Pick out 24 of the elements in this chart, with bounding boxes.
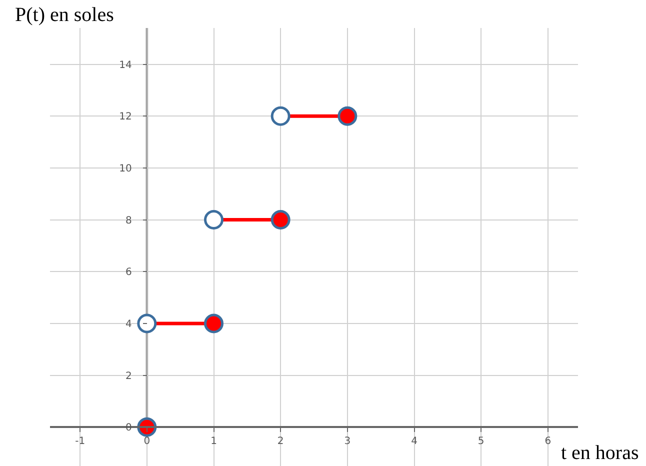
y-tick-label: 2 <box>126 370 132 382</box>
point <box>137 417 157 437</box>
x-tick-label: -1 <box>75 436 86 448</box>
x-tick-label: 5 <box>478 436 484 448</box>
x-axis-title: t en horas <box>561 442 639 464</box>
y-axis-title: P(t) en soles <box>15 4 114 26</box>
x-tick-label: 1 <box>210 436 217 448</box>
y-tick-label: 4 <box>126 318 132 330</box>
point <box>204 210 224 230</box>
y-tick-label: 12 <box>119 112 132 123</box>
x-tick-label: 0 <box>144 436 150 448</box>
y-tick-label: 8 <box>126 215 132 226</box>
x-tick-label: 2 <box>277 436 284 448</box>
x-tick-label: 4 <box>411 436 418 448</box>
y-tick-label: 14 <box>119 60 132 71</box>
point <box>338 106 358 126</box>
point <box>137 314 157 334</box>
y-tick-label: 6 <box>126 267 132 278</box>
point <box>270 106 290 126</box>
point <box>204 314 224 334</box>
x-tick-label: 3 <box>344 436 351 448</box>
y-tick-label: 10 <box>119 163 132 174</box>
x-tick-label: 6 <box>544 436 552 448</box>
point <box>270 210 290 230</box>
